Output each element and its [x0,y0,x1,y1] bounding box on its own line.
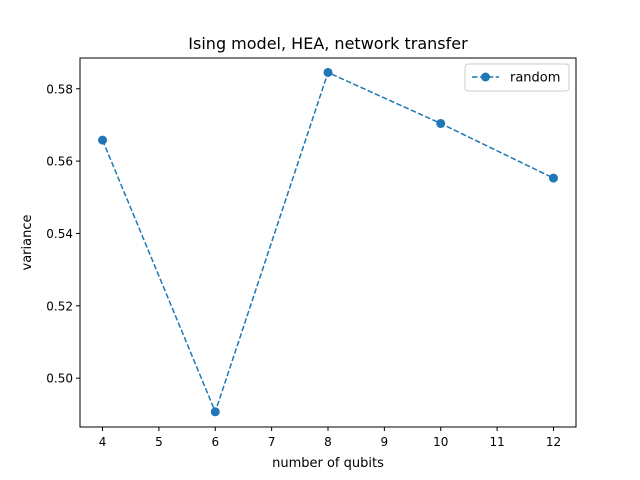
data-point-random [323,67,333,77]
y-tick-label: 0.54 [46,227,73,241]
data-point-random [210,407,220,417]
y-tick-label: 0.58 [46,82,73,96]
data-point-random [98,135,108,145]
x-tick-label: 6 [211,435,219,449]
x-tick-label: 9 [381,435,389,449]
data-point-random [436,118,446,128]
legend: random [464,63,570,92]
legend-box [464,63,570,92]
x-tick-label: 11 [489,435,504,449]
x-axis-ticks: 4 5 6 7 8 9 10 11 12 [99,427,561,449]
x-axis-label: number of qubits [272,456,384,471]
data-point-random [548,173,558,183]
x-tick-label: 10 [433,435,448,449]
y-tick-label: 0.52 [46,299,73,313]
y-tick-label: 0.56 [46,155,73,169]
legend-label-random: random [510,71,560,86]
x-tick-label: 12 [546,435,561,449]
chart-title: Ising model, HEA, network transfer [188,34,468,53]
series-line-random [101,71,554,414]
x-tick-label: 5 [155,435,163,449]
axes-frame [79,57,577,428]
x-tick-label: 8 [324,435,332,449]
x-tick-label: 4 [99,435,107,449]
legend-marker-random [481,72,490,82]
series-layer [98,67,558,417]
y-axis-label: variance [20,215,35,271]
y-axis-ticks: 0.50 0.52 0.54 0.56 0.58 [46,82,80,386]
y-tick-label: 0.50 [46,372,73,386]
x-tick-label: 7 [268,435,276,449]
